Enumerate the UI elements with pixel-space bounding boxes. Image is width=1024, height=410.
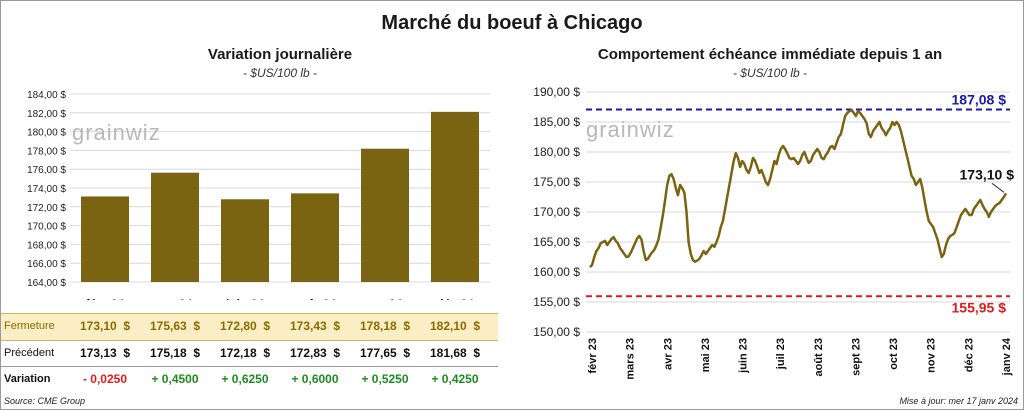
- table-cell: 172,18 $: [219, 346, 271, 360]
- table-row-label: Précédent: [4, 347, 55, 359]
- price-series-line: [589, 108, 1008, 269]
- line-x-tick-label: févr 23: [587, 338, 599, 373]
- bar-y-tick-label: 166,00 $: [27, 259, 66, 270]
- line-x-tick-label: oct 23: [888, 338, 900, 370]
- line-x-tick-label: déc 23: [963, 338, 975, 372]
- table-cell: + 0,4250: [431, 372, 479, 386]
- line-x-tick-label: juil 23: [775, 338, 787, 370]
- dashboard-title: Marché du boeuf à Chicago: [381, 12, 643, 34]
- table-cell: 173,43 $: [289, 319, 341, 333]
- table-cell: + 0,6250: [221, 372, 269, 386]
- bar-y-tick-label: 172,00 $: [27, 203, 66, 214]
- bar-oct-24: [361, 148, 409, 282]
- left-watermark: grainwiz: [72, 120, 161, 145]
- bar-y-tick-label: 178,00 $: [27, 146, 66, 157]
- closing-row-highlight: [1, 313, 498, 341]
- table-cell: 172,80 $: [219, 319, 271, 333]
- bar-category-label: déc 24: [436, 297, 474, 300]
- table-cell: + 0,4500: [151, 372, 199, 386]
- bar-y-tick-label: 164,00 $: [27, 278, 66, 289]
- bar-y-tick-label: 180,00 $: [27, 128, 66, 139]
- line-x-tick-label: mai 23: [700, 338, 712, 372]
- line-x-tick-label: janv 24: [1001, 337, 1013, 376]
- bar-category-label: févr 24: [86, 297, 125, 300]
- bar-y-tick-label: 184,00 $: [27, 90, 66, 101]
- table-cell: 175,63 $: [149, 319, 201, 333]
- bar-août-24: [291, 193, 339, 282]
- bar-avr-24: [151, 172, 199, 282]
- bar-y-tick-label: 170,00 $: [27, 222, 66, 233]
- line-y-tick-label: 165,00 $: [533, 235, 580, 249]
- update-note: Mise à jour: mer 17 janv 2024: [899, 396, 1018, 406]
- last-value-leader: [991, 183, 1005, 193]
- bar-chart: 164,00 $ 166,00 $ 168,00 $ 170,00 $ 172,00 $…: [27, 90, 490, 300]
- left-chart-subtitle: - $US/100 lb -: [242, 66, 318, 80]
- source-note: Source: CME Group: [4, 396, 86, 406]
- upper-reference-line-label: 187,08 $: [952, 92, 1007, 108]
- line-x-tick-label: nov 23: [926, 338, 938, 373]
- right-watermark: grainwiz: [586, 117, 675, 142]
- bar-févr-24: [81, 196, 129, 282]
- bar-y-tick-label: 174,00 $: [27, 184, 66, 195]
- bar-y-tick-label: 182,00 $: [27, 109, 66, 120]
- line-y-tick-label: 185,00 $: [533, 115, 580, 129]
- table-separator: [1, 366, 498, 367]
- left-chart-title: Variation journalière: [207, 46, 353, 63]
- line-y-tick-label: 170,00 $: [533, 205, 580, 219]
- line-x-tick-label: août 23: [813, 338, 825, 377]
- bar-category-label: avr 24: [158, 297, 193, 300]
- last-value-label: 173,10 $: [960, 166, 1015, 182]
- line-y-tick-label: 155,00 $: [533, 295, 580, 309]
- bar-category-label: juin 24: [225, 297, 264, 300]
- bar-juin-24: [221, 199, 269, 282]
- table-cell: - 0,0250: [82, 372, 128, 386]
- table-cell: 177,65 $: [359, 346, 411, 360]
- bar-y-tick-label: 176,00 $: [27, 165, 66, 176]
- table-cell: 172,83 $: [289, 346, 341, 360]
- table-cell: 173,13 $: [79, 346, 131, 360]
- table-cell: + 0,6000: [291, 372, 339, 386]
- bar-category-label: oct 24: [368, 297, 403, 300]
- right-chart-title: Comportement échéance immédiate depuis 1…: [597, 46, 943, 63]
- table-row-label: Fermeture: [4, 320, 55, 332]
- table-cell: 181,68 $: [429, 346, 481, 360]
- table-cell: 173,10 $: [79, 319, 131, 333]
- table-cell: + 0,5250: [361, 372, 409, 386]
- table-cell: 178,18 $: [359, 319, 411, 333]
- bar-category-label: août 24: [294, 297, 336, 300]
- line-x-tick-label: juin 23: [738, 338, 750, 374]
- right-chart-subtitle: - $US/100 lb -: [732, 66, 808, 80]
- bar-y-tick-label: 168,00 $: [27, 240, 66, 251]
- lower-reference-line-label: 155,95 $: [952, 299, 1007, 315]
- table-row-label: Variation: [4, 373, 51, 385]
- line-y-tick-label: 180,00 $: [533, 145, 580, 159]
- line-y-tick-label: 190,00 $: [533, 85, 580, 99]
- line-y-tick-label: 160,00 $: [533, 265, 580, 279]
- line-x-tick-label: avr 23: [662, 338, 674, 370]
- line-y-tick-label: 175,00 $: [533, 175, 580, 189]
- table-cell: 182,10 $: [429, 319, 481, 333]
- bar-déc-24: [431, 111, 479, 282]
- table-cell: 175,18 $: [149, 346, 201, 360]
- line-chart: 150,00 $ 155,00 $ 160,00 $ 165,00 $ 170,00 $…: [533, 85, 1015, 380]
- line-y-tick-label: 150,00 $: [533, 325, 580, 339]
- line-x-tick-label: mars 23: [625, 338, 637, 380]
- line-x-tick-label: sept 23: [850, 338, 862, 376]
